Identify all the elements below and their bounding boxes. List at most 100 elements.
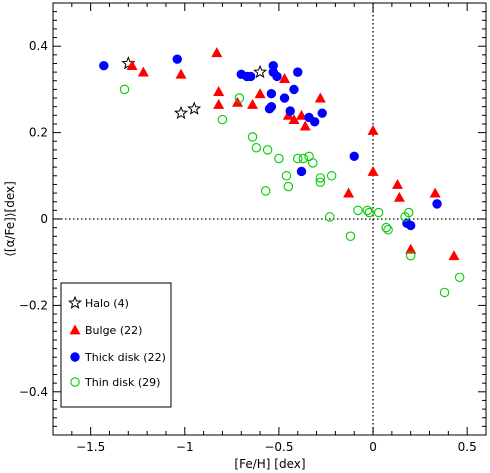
thin-disk-point [381, 222, 391, 233]
data-points [99, 47, 465, 298]
bulge-point [343, 187, 355, 198]
thick-disk-point [266, 89, 277, 99]
star-icon [67, 295, 83, 309]
x-tick-label: 0.5 [458, 440, 477, 454]
y-tick-label: 0.4 [29, 39, 48, 53]
legend: Halo (4) Bulge (22) Thick disk (22) Thin di… [60, 282, 172, 408]
bulge-point [448, 250, 460, 261]
bulge-point [393, 191, 405, 202]
thick-disk-point [289, 84, 299, 95]
thick-disk-point [317, 108, 327, 118]
thick-disk-point [296, 166, 307, 177]
thick-disk-point [293, 67, 303, 77]
thin-disk-point [383, 225, 393, 235]
thin-disk-point [260, 186, 271, 196]
thin-disk-point [217, 114, 228, 125]
y-tick-label: 0 [40, 212, 48, 226]
thin-disk-point [283, 181, 294, 192]
thin-disk-point [119, 84, 130, 95]
bulge-point [254, 88, 266, 99]
bulge-point [392, 178, 404, 189]
thin-disk-point [345, 231, 356, 242]
thin-disk-point [439, 287, 450, 298]
x-tick-label: −0.5 [264, 440, 293, 454]
bulge-points [126, 47, 460, 261]
thin-disk-point [324, 212, 335, 222]
thin-disk-point [454, 272, 465, 283]
thin-disk-point [247, 132, 258, 142]
halo-point [174, 105, 189, 120]
x-axis-label: [Fe/H] [dex] [234, 457, 305, 471]
y-tick-label: −0.4 [19, 385, 48, 399]
bulge-point [279, 73, 291, 83]
legend-label: Thin disk (29) [84, 376, 160, 389]
thin-disk-point [315, 177, 326, 188]
bulge-point [288, 114, 300, 125]
thick-disk-point [309, 117, 320, 127]
legend-label: Halo (4) [85, 297, 129, 310]
legend-label: Bulge (22) [85, 324, 142, 337]
bulge-point [211, 47, 223, 58]
triangle-icon [69, 324, 81, 335]
x-tick-label: 0 [369, 440, 377, 454]
thick-disk-point [285, 106, 295, 116]
axis-tick-labels: −1.5 −1 −0.5 0 0.5 −0.4 −0.2 0 0.2 0.4 [19, 39, 477, 454]
legend-label: Thick disk (22) [84, 351, 166, 364]
thin-disk-point [234, 93, 245, 103]
thin-disk-point [281, 171, 292, 181]
thin-disk-point [404, 207, 414, 218]
thin-disk-point [373, 207, 384, 218]
thin-disk-point [326, 171, 337, 181]
thick-disk-point [279, 93, 290, 103]
bulge-point [213, 86, 225, 96]
thick-disk-point [245, 71, 256, 82]
thin-disk-point [262, 145, 273, 155]
thin-disk-point [353, 205, 363, 216]
y-tick-label: 0.2 [29, 126, 48, 140]
thick-disk-point [349, 151, 359, 162]
halo-point [187, 101, 202, 115]
bulge-point [299, 120, 311, 131]
thick-disk-point [264, 104, 275, 114]
bulge-point [175, 68, 187, 79]
thin-disk-points [119, 84, 465, 298]
bulge-point [367, 124, 379, 135]
thin-disk-point [298, 153, 309, 164]
thick-disk-point [272, 71, 282, 82]
bulge-point [429, 187, 441, 198]
bulge-point [314, 92, 326, 103]
thin-disk-point [292, 153, 303, 164]
x-tick-label: −1.5 [76, 440, 105, 454]
bulge-point [405, 243, 417, 254]
bulge-point [367, 165, 379, 176]
x-tick-label: −1 [176, 440, 194, 454]
bulge-point [296, 109, 308, 120]
thin-disk-point [274, 153, 284, 164]
legend-frame [60, 282, 172, 408]
thin-disk-point [364, 207, 375, 218]
open-circle-icon [70, 377, 80, 387]
bulge-point [126, 60, 138, 71]
thick-disk-point [99, 60, 109, 71]
thin-disk-point [405, 250, 416, 261]
bulge-point [213, 99, 225, 109]
thin-disk-point [304, 151, 314, 162]
y-axis-label: ⟨[α/Fe]⟩[dex] [3, 181, 17, 257]
filled-circle-icon [70, 352, 80, 362]
bulge-point [137, 66, 149, 77]
thin-disk-point [362, 205, 373, 216]
thin-disk-point [251, 142, 262, 153]
halo-points [121, 56, 268, 120]
bulge-point [247, 99, 259, 109]
halo-point [253, 64, 268, 79]
thick-disk-point [172, 54, 182, 64]
thick-disk-point [405, 220, 416, 231]
reference-lines [53, 3, 486, 435]
thick-disk-point [432, 199, 442, 209]
y-tick-label: −0.2 [19, 298, 48, 312]
thin-disk-point [308, 158, 318, 168]
axis-ticks [52, 2, 487, 436]
thick-disk-points [99, 54, 442, 231]
thin-disk-point [315, 173, 326, 183]
